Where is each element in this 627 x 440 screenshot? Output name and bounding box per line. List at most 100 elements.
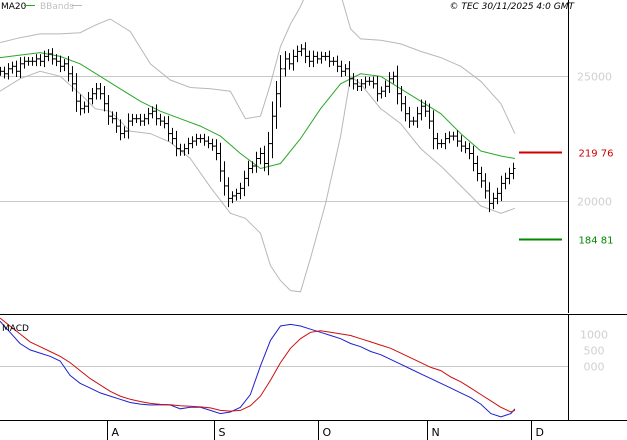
price-bar — [495, 187, 500, 205]
x-tick-label: S — [219, 426, 226, 439]
price-bar — [439, 139, 444, 148]
price-bar — [46, 49, 51, 62]
price-bar — [146, 107, 151, 125]
price-bar — [299, 44, 304, 57]
price-bar — [14, 60, 19, 77]
price-bar — [78, 94, 83, 116]
price-bar — [106, 95, 111, 125]
price-bar — [499, 175, 504, 202]
price-bar — [351, 73, 356, 90]
price-bar — [174, 130, 179, 157]
macd-y-tick-label: 000 — [584, 361, 605, 374]
price-bar — [42, 50, 47, 68]
ma20-line — [0, 52, 515, 170]
copyright-timestamp: © TEC 30/11/2025 4:0 GMT — [449, 2, 575, 12]
price-bar — [311, 50, 316, 68]
price-bar — [331, 57, 336, 66]
price-bar — [250, 161, 255, 174]
price-bar — [30, 57, 35, 66]
price-bar — [327, 50, 332, 68]
price-bar — [262, 145, 267, 172]
price-bar — [323, 52, 328, 61]
price-bar — [66, 56, 71, 82]
price-bar — [367, 76, 372, 86]
price-bar — [202, 133, 207, 146]
price-bar — [266, 131, 271, 176]
resistance-level-label: 219 76 — [579, 149, 614, 160]
price-bar — [246, 160, 251, 187]
price-bar — [102, 86, 107, 112]
price-bar — [234, 188, 239, 201]
y-tick-label: 20000 — [577, 196, 612, 209]
price-bar — [447, 131, 452, 144]
price-bar — [82, 101, 87, 114]
price-bar — [507, 167, 512, 185]
price-bar — [26, 57, 31, 66]
price-bar — [198, 134, 203, 143]
price-bar — [226, 177, 231, 208]
price-bar — [511, 162, 516, 180]
price-bar — [186, 137, 191, 155]
price-bar — [463, 141, 468, 154]
price-bar — [443, 132, 448, 150]
price-bar — [54, 54, 59, 67]
price-bar — [387, 72, 392, 93]
macd-line — [0, 320, 516, 418]
price-bar — [114, 111, 119, 133]
price-bar — [270, 101, 275, 159]
price-bar — [459, 135, 464, 152]
price-bar — [206, 136, 211, 149]
price-bar — [307, 50, 312, 68]
price-bar — [491, 192, 496, 210]
price-bar — [355, 79, 360, 91]
price-bar — [423, 100, 428, 117]
price-bar — [419, 99, 424, 121]
price-bar — [86, 92, 91, 113]
price-bar — [475, 155, 480, 182]
x-tick-label: O — [323, 426, 332, 439]
price-bar — [130, 113, 135, 126]
legend-ma20-label: MA20 — [1, 2, 27, 12]
price-bar — [118, 119, 123, 141]
price-bar — [0, 66, 3, 76]
price-bar — [6, 63, 11, 80]
price-bar — [359, 79, 364, 91]
price-bar — [427, 103, 432, 129]
price-bar — [258, 147, 263, 165]
price-bar — [158, 113, 163, 126]
price-bar — [315, 51, 320, 64]
price-bar — [415, 106, 420, 128]
price-bar — [214, 139, 219, 161]
price-bar — [222, 161, 227, 196]
price-bar — [395, 65, 400, 105]
price-bar — [170, 127, 175, 145]
x-tick-label: A — [112, 426, 120, 439]
price-bar — [122, 126, 127, 139]
legend-bbands-label: BBands — [40, 2, 74, 12]
price-bar — [38, 54, 43, 67]
price-bar — [242, 170, 247, 197]
macd-y-tick-label: 1000 — [580, 329, 608, 342]
axes: 20000 25000 1000 500 000 A S O N D — [107, 71, 612, 440]
price-bar — [98, 83, 103, 100]
price-bar — [70, 66, 75, 92]
price-bar — [58, 55, 63, 73]
macd-title: MACD — [2, 324, 29, 334]
price-bar — [371, 76, 376, 89]
price-bar — [34, 54, 39, 67]
price-bar — [182, 143, 187, 156]
ma20-path — [0, 52, 515, 170]
price-bar — [10, 61, 15, 74]
price-bar — [375, 76, 380, 102]
price-bar — [283, 51, 288, 77]
price-bar — [431, 110, 436, 150]
price-bar — [471, 145, 476, 172]
price-bar — [178, 143, 183, 156]
price-bar — [138, 113, 143, 126]
price-bar — [90, 88, 95, 105]
x-tick-label: D — [536, 426, 544, 439]
x-tick-label: N — [432, 426, 440, 439]
price-bar — [218, 142, 223, 182]
price-bar — [379, 86, 384, 99]
price-bar — [210, 138, 215, 151]
